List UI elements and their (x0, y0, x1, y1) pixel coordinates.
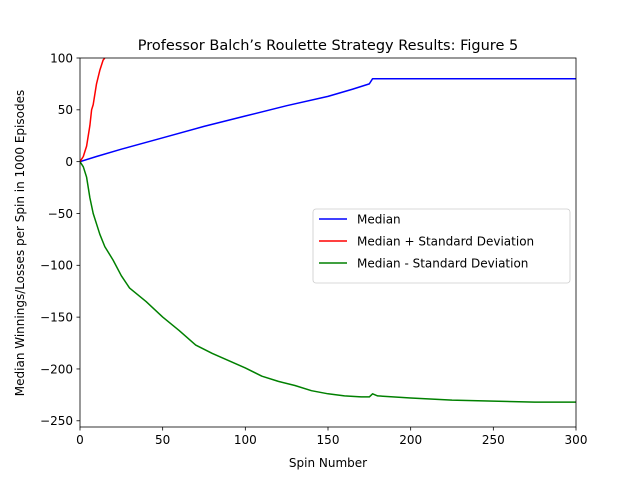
x-tick-label: 200 (399, 433, 422, 447)
x-tick-label: 100 (234, 433, 257, 447)
series-lines (80, 58, 576, 403)
y-axis-label: Median Winnings/Losses per Spin in 1000 … (13, 90, 27, 396)
series-line-1 (80, 77, 576, 163)
series-line-3 (80, 161, 576, 403)
x-axis-label: Spin Number (289, 456, 367, 470)
x-tick-label: 150 (317, 433, 340, 447)
legend-entry-1: Median (357, 212, 401, 226)
chart-title: Professor Balch’s Roulette Strategy Resu… (138, 38, 518, 54)
y-tick-label: −200 (40, 362, 73, 376)
x-tick-label: 0 (76, 433, 84, 447)
series-line-2 (80, 58, 106, 163)
x-tick-label: 250 (482, 433, 505, 447)
legend-frame (312, 208, 571, 284)
y-tick-label: −250 (40, 414, 73, 428)
y-tick-label: −100 (40, 259, 73, 273)
plot-area: 0 50 100 150 200 250 300 100 50 0 −50 −100 −150 −200 −… (40, 51, 587, 447)
legend: Median Median + Standard Deviation Median … (312, 208, 571, 284)
y-tick-label: −150 (40, 310, 73, 324)
y-tick-label: −50 (48, 207, 73, 221)
y-tick-label: 100 (50, 51, 73, 65)
x-tick-label: 300 (565, 433, 588, 447)
y-tick-label: 0 (65, 155, 73, 169)
legend-entry-3: Median - Standard Deviation (357, 256, 528, 270)
legend-entry-2: Median + Standard Deviation (357, 234, 534, 248)
y-tick-label: 50 (58, 103, 73, 117)
x-tick-label: 50 (155, 433, 170, 447)
